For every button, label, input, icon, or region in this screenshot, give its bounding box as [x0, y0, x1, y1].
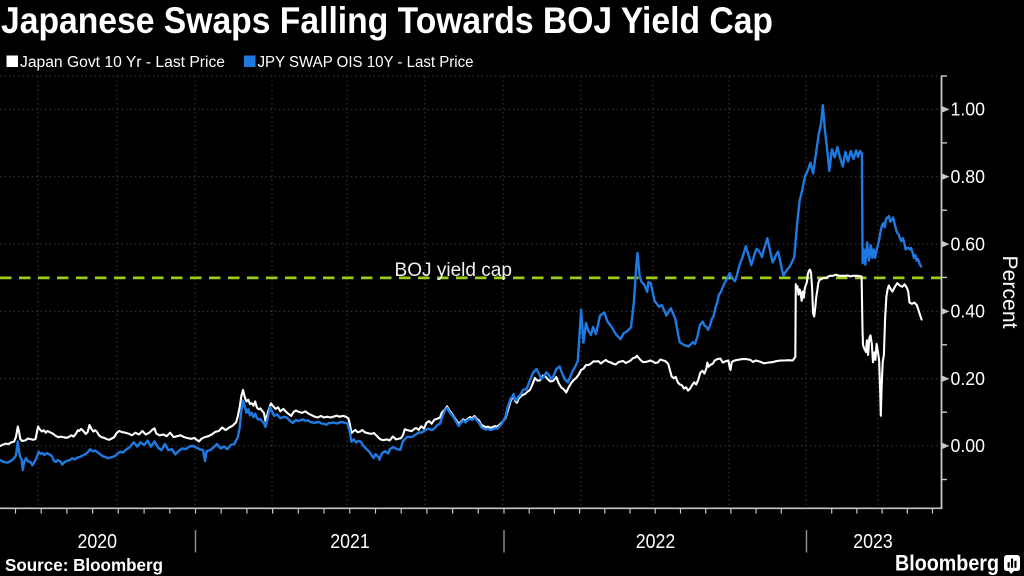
svg-text:0.00: 0.00 [951, 436, 986, 456]
svg-text:0.80: 0.80 [951, 167, 986, 187]
svg-text:Japanese Swaps Falling Towards: Japanese Swaps Falling Towards BOJ Yield… [1, 0, 773, 41]
svg-text:0.20: 0.20 [951, 369, 986, 389]
svg-text:2022: 2022 [636, 531, 676, 553]
svg-text:Bloomberg: Bloomberg [895, 551, 999, 576]
svg-text:0.60: 0.60 [951, 234, 986, 254]
svg-text:JPY SWAP OIS 10Y - Last Price: JPY SWAP OIS 10Y - Last Price [258, 54, 474, 71]
svg-text:Japan Govt 10 Yr - Last Price: Japan Govt 10 Yr - Last Price [20, 54, 225, 71]
svg-text:2023: 2023 [853, 531, 893, 553]
svg-text:0.40: 0.40 [951, 302, 986, 322]
svg-text:2020: 2020 [78, 531, 118, 553]
svg-text:1.00: 1.00 [951, 100, 986, 120]
svg-text:2021: 2021 [330, 531, 370, 553]
svg-text:Percent: Percent [998, 256, 1021, 329]
svg-text:BOJ yield cap: BOJ yield cap [395, 259, 513, 281]
svg-text:Source: Bloomberg: Source: Bloomberg [5, 555, 163, 575]
